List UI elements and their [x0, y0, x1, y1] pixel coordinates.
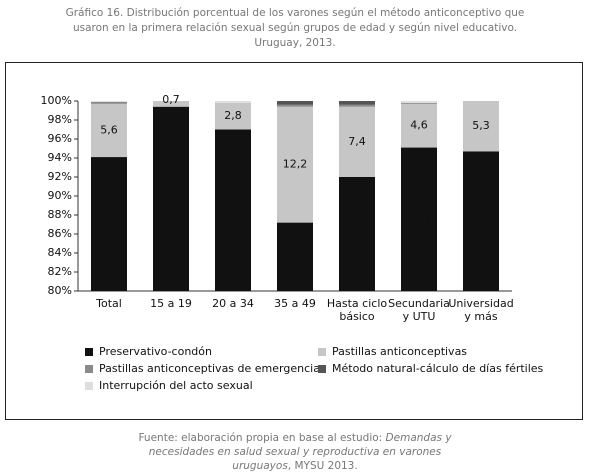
value-label: 97,0: [221, 203, 246, 216]
y-tick-label: 96%: [48, 132, 72, 145]
chart: 80% 82% 84% 86% 88% 90% 92% 94% 96% 98% 100% 94,1 5,…: [5, 62, 583, 420]
legend-label: Pastillas anticonceptivas: [332, 345, 467, 358]
bar-segment: [339, 104, 375, 107]
bar-segment: [91, 101, 127, 104]
legend-swatch: [318, 348, 326, 356]
bar-segment: [339, 177, 375, 291]
value-label: 87,2: [283, 250, 308, 263]
legend-swatch: [318, 365, 326, 373]
bar-segment: [401, 103, 437, 148]
source-suffix: , MYSU 2013.: [287, 460, 358, 472]
bar-segment: [153, 101, 189, 107]
y-tick-label: 88%: [48, 208, 72, 221]
chart-title: Gráfico 16. Distribución porcentual de l…: [65, 7, 525, 49]
value-label: 2,8: [224, 109, 242, 122]
value-label: 94,1: [97, 217, 122, 230]
bar-segment: [215, 129, 251, 291]
legend-label: Método natural-cálculo de días fértiles: [332, 362, 544, 375]
value-label: 5,6: [100, 123, 118, 136]
bar-segment: [277, 106, 313, 223]
page: 80% 82% 84% 86% 88% 90% 92% 94% 96% 98% 100% 94,1 5,…: [5, 7, 583, 472]
bar-segment: [215, 101, 251, 103]
bar-segment: [339, 101, 375, 105]
y-tick-label: 84%: [48, 246, 72, 259]
value-label: 95,1: [407, 212, 432, 225]
source-note: Fuente: elaboración propia en base al es…: [120, 431, 470, 473]
value-label: 7,4: [348, 135, 366, 148]
chart-frame: [5, 62, 583, 420]
bar-segment: [463, 151, 499, 291]
x-tick-label: Hasta ciclo básico: [326, 297, 388, 323]
bar-segment: [339, 106, 375, 177]
value-label: 0,7: [162, 93, 180, 106]
legend-label: Pastillas anticonceptivas de emergencia: [99, 362, 320, 375]
bar-segment: [277, 104, 313, 107]
legend-label: Preservativo-condón: [99, 345, 212, 358]
bar-segment: [277, 101, 313, 105]
legend-label: Interrupción del acto sexual: [99, 379, 253, 392]
source-prefix: Fuente: elaboración propia en base al es…: [138, 432, 386, 444]
bar-segment: [91, 101, 127, 102]
bar-segment: [153, 106, 189, 291]
y-tick-label: 92%: [48, 170, 72, 183]
y-tick-label: 98%: [48, 113, 72, 126]
bar-segment: [91, 103, 127, 158]
legend-swatch: [85, 382, 93, 390]
bar-segment: [463, 101, 499, 152]
x-tick-label: Universidad y más: [448, 297, 514, 323]
x-tick-label: Secundaria y UTU: [388, 297, 450, 323]
y-tick-label: 82%: [48, 265, 72, 278]
y-tick-label: 90%: [48, 189, 72, 202]
value-label: 94,7: [469, 214, 494, 227]
value-label: 99,4: [159, 192, 184, 205]
x-tick-label: 35 a 49: [274, 297, 316, 310]
bar-segment: [401, 101, 437, 103]
value-label: 5,3: [472, 119, 490, 132]
value-label: 12,2: [283, 158, 308, 171]
value-label: 4,6: [410, 119, 428, 132]
bar-segment: [401, 147, 437, 291]
x-tick-label: Total: [96, 297, 122, 310]
x-tick-label: 20 a 34: [212, 297, 254, 310]
bar-segment: [401, 102, 437, 104]
value-label: 92,0: [345, 227, 370, 240]
x-tick-label: 15 a 19: [150, 297, 192, 310]
y-tick-label: 100%: [41, 94, 72, 107]
y-tick-label: 86%: [48, 227, 72, 240]
legend-swatch: [85, 348, 93, 356]
bar-segment: [277, 222, 313, 291]
y-tick-label: 94%: [48, 151, 72, 164]
y-tick-label: 80%: [48, 284, 72, 297]
legend-swatch: [85, 365, 93, 373]
bar-segment: [215, 102, 251, 130]
bar-segment: [91, 157, 127, 291]
